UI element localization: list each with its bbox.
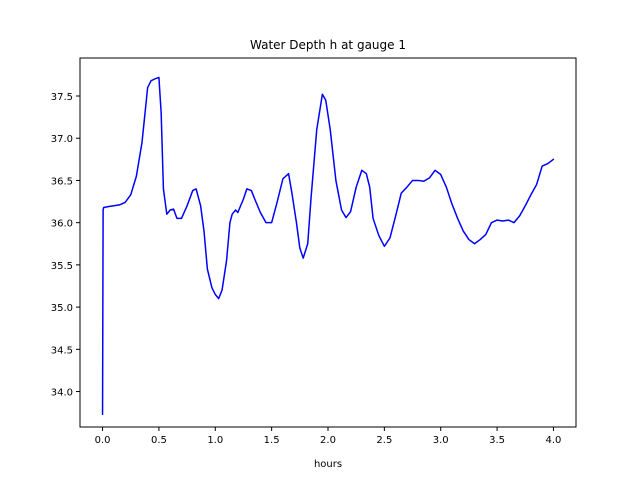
y-tick-label: 37.0: [51, 134, 73, 145]
y-tick-label: 36.5: [51, 176, 73, 187]
axes: 0.0 0.5 1.0 1.5 2.0 2.5 3.0 3.5 4.0 34.0 34.5 35.0 3…: [51, 57, 577, 446]
x-tick-label: 2.5: [376, 435, 392, 446]
y-tick-label: 37.5: [51, 92, 73, 103]
x-tick-label: 2.0: [320, 435, 336, 446]
x-tick-label: 1.5: [264, 435, 280, 446]
series-line-1: [101, 76, 555, 416]
x-axis-title: hours: [314, 459, 342, 470]
plot-area: [101, 76, 555, 416]
x-tick-label: 3.5: [489, 435, 505, 446]
y-tick-label: 34.0: [51, 388, 73, 399]
y-tick-label: 35.0: [51, 303, 73, 314]
x-tick-label: 0.5: [151, 435, 167, 446]
x-tick-label: 4.0: [546, 435, 562, 446]
x-tick-label: 1.0: [207, 435, 223, 446]
y-tick-label: 35.5: [51, 261, 73, 272]
x-tick-label: 0.0: [95, 435, 111, 446]
y-tick-label: 36.0: [51, 219, 73, 230]
chart-title: Water Depth h at gauge 1: [250, 38, 406, 52]
y-tick-label: 34.5: [51, 345, 73, 356]
x-tick-label: 3.0: [433, 435, 449, 446]
